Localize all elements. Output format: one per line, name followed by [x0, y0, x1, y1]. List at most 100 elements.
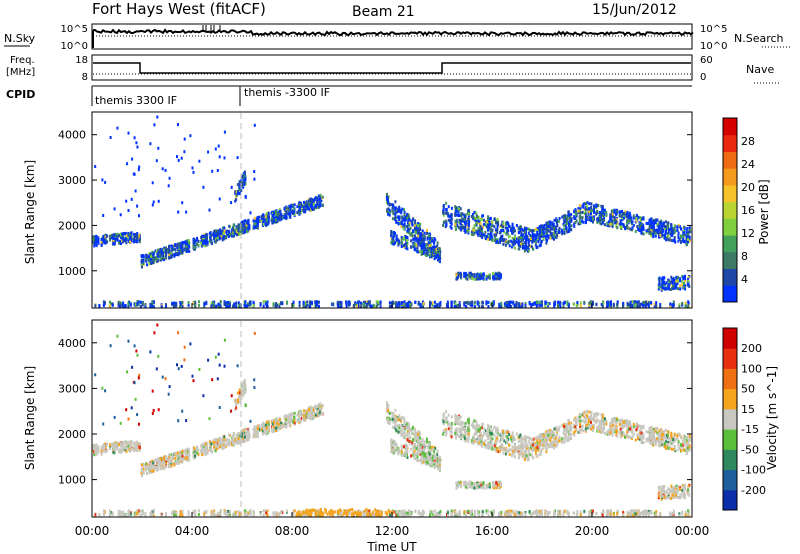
power-echo: [102, 236, 105, 240]
power-echo: [592, 217, 594, 221]
power-echo: [331, 302, 334, 306]
power-echo: [450, 206, 453, 210]
freq-tick-low: 8: [82, 72, 88, 83]
power-echo: [387, 207, 390, 211]
power-echo: [392, 239, 395, 243]
power-echo: [165, 303, 167, 307]
power-echo: [567, 304, 570, 308]
freq-tick-high: 18: [75, 55, 88, 66]
power-echo: [385, 201, 388, 205]
power-echo: [464, 213, 467, 217]
power-echo: [490, 301, 493, 305]
velocity-echo: [125, 442, 128, 446]
power-echo: [231, 232, 234, 236]
power-echo: [433, 304, 436, 308]
power-echo: [664, 220, 667, 224]
power-echo: [667, 287, 670, 291]
power-echo: [356, 305, 358, 308]
colorbar-tick-label: 16: [741, 204, 755, 217]
power-echo: [459, 222, 462, 226]
power-echo: [611, 215, 614, 219]
power-echo: [129, 240, 132, 244]
power-echo: [590, 209, 592, 213]
power-echo: [506, 222, 509, 226]
power-echo: [409, 304, 412, 308]
power-echo: [112, 237, 115, 241]
power-echo: [420, 232, 422, 236]
power-echo: [660, 226, 663, 230]
power-echo: [586, 217, 589, 221]
power-echo: [141, 258, 143, 262]
power-echo: [444, 219, 447, 223]
frequency-trace: [93, 62, 691, 74]
power-echo: [538, 234, 541, 238]
power-echo: [231, 234, 233, 238]
power-echo: [500, 301, 503, 305]
power-echo: [679, 277, 682, 281]
power-echo: [164, 246, 167, 250]
colorbar-swatch: [723, 201, 737, 219]
power-echo: [521, 235, 524, 239]
power-echo: [120, 239, 123, 243]
power-echo: [439, 301, 442, 304]
power-echo: [683, 231, 685, 235]
power-echo: [522, 233, 524, 237]
power-echo: [272, 302, 275, 306]
power-echo: [493, 239, 496, 243]
power-echo: [600, 204, 603, 208]
power-echo: [464, 276, 467, 280]
power-echo: [387, 200, 389, 204]
power-echo: [682, 275, 685, 279]
power-echo: [479, 218, 482, 221]
velocity-echo: [316, 407, 319, 411]
power-echo: [688, 226, 691, 230]
velocity-echo: [197, 452, 200, 456]
power-echo: [533, 239, 536, 243]
power-echo: [686, 239, 689, 243]
power-echo: [458, 207, 461, 211]
power-echo: [413, 224, 416, 228]
power-echo: [173, 304, 176, 308]
power-echo: [174, 248, 177, 251]
power-echo: [425, 243, 428, 247]
power-echo: [600, 303, 603, 306]
power-echo: [428, 237, 431, 241]
power-echo: [117, 300, 120, 304]
power-echo: [433, 300, 436, 304]
power-echo: [461, 217, 464, 221]
power-echo: [406, 229, 409, 233]
power-echo: [534, 227, 537, 231]
power-echo: [512, 226, 515, 230]
date-title: 15/Jun/2012: [592, 2, 677, 18]
power-echo: [304, 210, 307, 214]
power-echo: [508, 304, 511, 308]
power-echo: [405, 242, 407, 246]
power-echo: [658, 276, 661, 280]
power-echo: [262, 215, 265, 219]
power-echo: [365, 304, 368, 307]
power-echo: [477, 277, 480, 281]
power-echo: [478, 305, 481, 309]
power-echo: [562, 214, 565, 218]
power-echo: [502, 225, 505, 229]
power-echo: [486, 220, 488, 224]
power-echo: [345, 302, 348, 306]
power-echo: [192, 244, 195, 248]
power-echo: [187, 303, 190, 307]
power-echo: [450, 222, 453, 226]
velocity-echo: [130, 447, 133, 451]
power-echo: [465, 305, 468, 308]
power-echo: [147, 258, 150, 262]
power-echo: [235, 305, 238, 309]
power-echo: [485, 274, 488, 278]
power-echo: [110, 302, 112, 305]
power-echo: [403, 244, 405, 247]
power-echo: [405, 245, 407, 249]
power-echo: [667, 278, 670, 282]
power-echo: [507, 229, 510, 233]
velocity-echo: [102, 445, 105, 449]
power-echo: [214, 240, 217, 244]
power-echo: [502, 221, 505, 225]
power-echo: [487, 300, 490, 304]
power-echo: [152, 252, 155, 256]
